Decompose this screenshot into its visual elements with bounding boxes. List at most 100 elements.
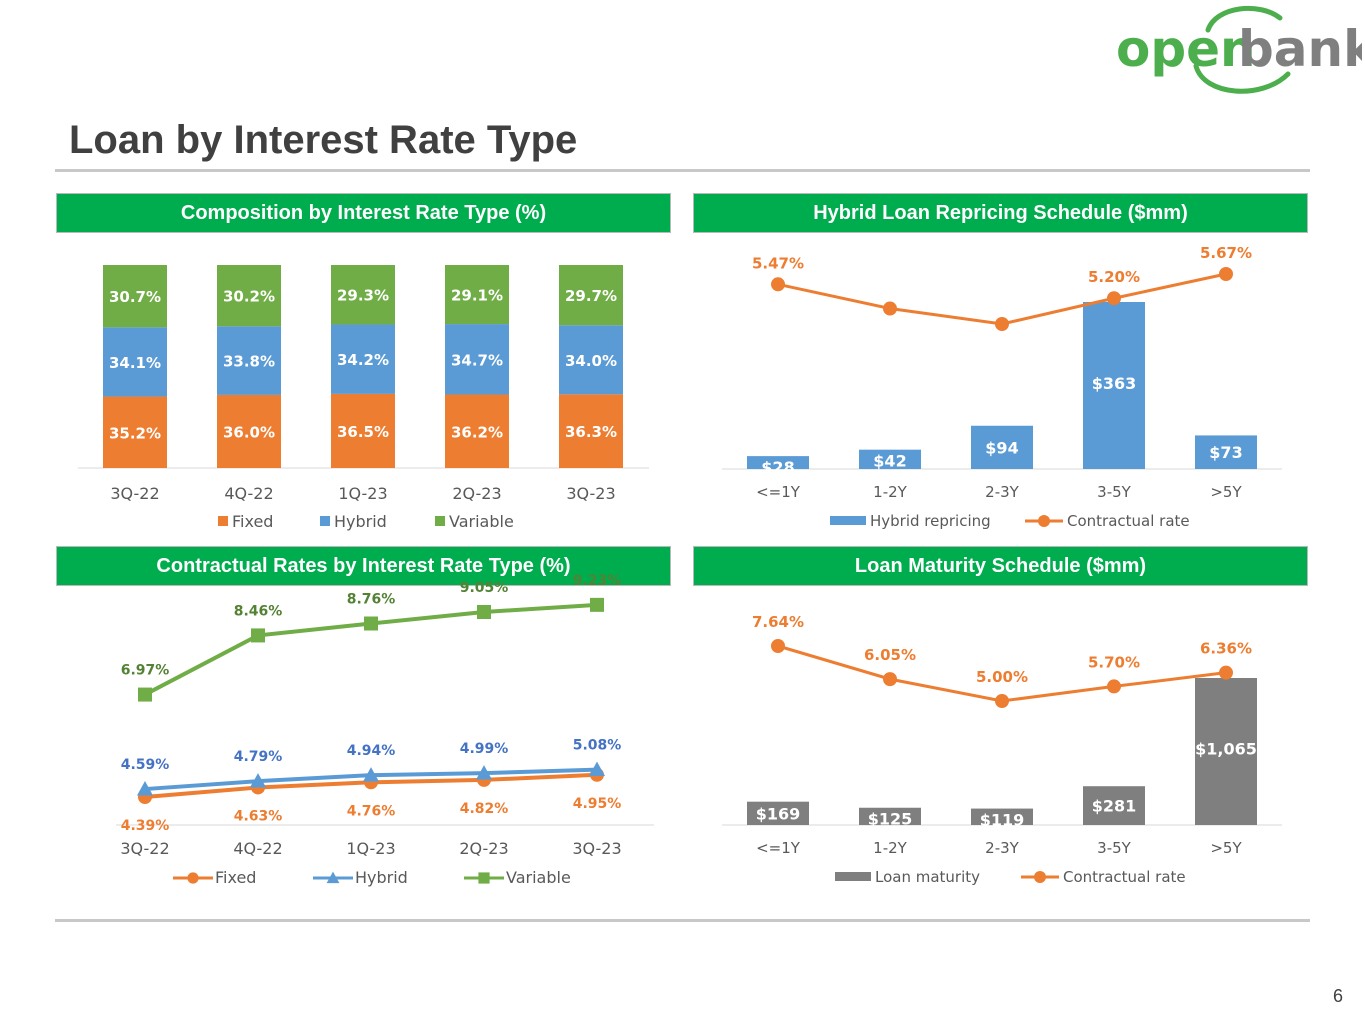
data-label-hybrid: 5.08% bbox=[573, 738, 622, 754]
data-label-variable: 8.76% bbox=[347, 592, 396, 608]
tick-label: 1-2Y bbox=[873, 839, 907, 857]
legend-label-hybrid: Hybrid bbox=[355, 868, 408, 887]
data-label: 33.8% bbox=[223, 353, 275, 371]
data-label: 34.2% bbox=[337, 351, 389, 369]
logo-swoosh-top bbox=[1205, 5, 1283, 33]
bar-hybrid-repricing bbox=[1083, 302, 1145, 469]
data-label: 29.3% bbox=[337, 287, 389, 305]
data-label-loan-maturity: $119 bbox=[980, 811, 1025, 830]
point-hybrid bbox=[137, 781, 153, 796]
data-label-fixed: 4.63% bbox=[234, 808, 283, 824]
data-label: 34.0% bbox=[565, 352, 617, 370]
bar-hybrid bbox=[331, 324, 395, 394]
contractual-panel-header: Contractual Rates by Interest Rate Type … bbox=[56, 546, 671, 586]
tick-label: 1-2Y bbox=[873, 483, 907, 501]
bar-fixed bbox=[559, 394, 623, 468]
tick-label: >5Y bbox=[1210, 483, 1242, 501]
legend-label-fixed: Fixed bbox=[232, 512, 273, 531]
data-label-hybrid-repricing: $363 bbox=[1092, 374, 1137, 393]
bar-fixed bbox=[331, 393, 395, 468]
data-label-hybrid: 4.94% bbox=[347, 743, 396, 759]
legend-swatch-hybrid-repricing bbox=[830, 516, 866, 525]
legend-label-hybrid: Hybrid bbox=[334, 512, 387, 531]
legend-swatch-hybrid bbox=[320, 516, 330, 526]
legend-marker-variable bbox=[478, 872, 490, 884]
point-hybrid bbox=[476, 765, 492, 780]
bar-variable bbox=[331, 265, 395, 325]
page-title: Loan by Interest Rate Type bbox=[69, 118, 578, 162]
composition-panel-header: Composition by Interest Rate Type (%) bbox=[56, 193, 671, 233]
legend-marker-hybrid bbox=[326, 871, 340, 884]
data-label: 34.1% bbox=[109, 354, 161, 372]
point-hybrid bbox=[589, 761, 605, 777]
bar-fixed bbox=[103, 396, 167, 468]
bar-loan-maturity bbox=[971, 808, 1033, 825]
legend-swatch-variable bbox=[435, 516, 445, 526]
bar-hybrid bbox=[103, 327, 167, 397]
bar-variable bbox=[103, 265, 167, 328]
legend-swatch-loan-maturity bbox=[835, 872, 871, 881]
point-hybrid bbox=[250, 773, 266, 788]
data-label: 29.1% bbox=[451, 287, 503, 305]
data-label-contractual-rate: 6.36% bbox=[1200, 640, 1252, 658]
point-contractual-rate bbox=[771, 277, 785, 292]
bar-loan-maturity bbox=[1195, 678, 1257, 825]
bar-fixed bbox=[217, 394, 281, 468]
legend-label-loan-maturity: Loan maturity bbox=[875, 868, 980, 886]
tick-label: 4Q-22 bbox=[233, 839, 282, 858]
contractual-rates-chart: 4.39% 4.63% 4.76% 4.82% 4.95% 4.59% 4.79% 4.94%… bbox=[116, 573, 654, 887]
data-label: 35.2% bbox=[109, 424, 161, 442]
legend-label-variable: Variable bbox=[449, 512, 514, 531]
composition-chart: 35.2% 34.1% 30.7% 3Q-22 36.0% 33.8% 30.2% 4Q-22… bbox=[78, 265, 649, 531]
maturity-chart: $169 <=1Y $125 1-2Y $119 2-3Y $281 3-5Y $1,065 >5… bbox=[722, 613, 1282, 886]
tick-label: 2Q-23 bbox=[459, 839, 508, 858]
logo-bank-text: bank bbox=[1238, 20, 1362, 78]
data-label-loan-maturity: $169 bbox=[756, 804, 801, 823]
point-contractual-rate bbox=[771, 639, 785, 653]
bar-loan-maturity bbox=[859, 807, 921, 825]
bar-variable bbox=[559, 265, 623, 326]
bar-hybrid-repricing bbox=[971, 425, 1033, 469]
data-label-fixed: 4.76% bbox=[347, 803, 396, 819]
point-variable bbox=[251, 628, 265, 643]
tick-label: <=1Y bbox=[756, 839, 801, 857]
point-hybrid bbox=[363, 767, 379, 782]
tick-label: 2-3Y bbox=[985, 839, 1019, 857]
point-variable bbox=[590, 597, 604, 612]
bar-hybrid-repricing bbox=[859, 449, 921, 469]
point-contractual-rate bbox=[1107, 291, 1121, 306]
bar-hybrid bbox=[217, 326, 281, 395]
tick-label: 3-5Y bbox=[1097, 483, 1131, 501]
point-contractual-rate bbox=[1219, 665, 1233, 680]
data-label-variable: 6.97% bbox=[121, 663, 170, 679]
legend-label-hybrid-repricing: Hybrid repricing bbox=[870, 512, 991, 530]
data-label-contractual-rate: 7.64% bbox=[752, 613, 804, 631]
maturity-panel-header: Loan Maturity Schedule ($mm) bbox=[693, 546, 1308, 586]
point-contractual-rate bbox=[883, 301, 897, 316]
data-label-hybrid-repricing: $94 bbox=[985, 438, 1018, 457]
logo-open-text: open bbox=[1116, 20, 1256, 78]
bar-loan-maturity bbox=[747, 801, 809, 825]
repricing-panel-header: Hybrid Loan Repricing Schedule ($mm) bbox=[693, 193, 1308, 233]
point-contractual-rate bbox=[1219, 267, 1233, 281]
logo-swoosh-bottom bbox=[1193, 63, 1291, 94]
point-variable bbox=[364, 616, 378, 631]
title-divider bbox=[55, 169, 1310, 172]
tick-label: 3Q-22 bbox=[110, 484, 159, 503]
data-label-variable: 8.46% bbox=[234, 603, 283, 619]
data-label-loan-maturity: $281 bbox=[1092, 797, 1137, 816]
data-label-variable: 9.05% bbox=[460, 580, 509, 596]
bar-hybrid bbox=[445, 324, 509, 395]
data-label-fixed: 4.39% bbox=[121, 818, 170, 834]
legend-marker-contractual-rate bbox=[1038, 515, 1050, 527]
legend-label-contractual-rate: Contractual rate bbox=[1063, 868, 1186, 886]
point-variable bbox=[477, 604, 491, 619]
data-label-loan-maturity: $1,065 bbox=[1195, 739, 1257, 758]
bar-variable bbox=[445, 265, 509, 325]
data-label-contractual-rate: 5.70% bbox=[1088, 653, 1140, 671]
data-label: 30.2% bbox=[223, 288, 275, 306]
tick-label: 3Q-23 bbox=[572, 839, 621, 858]
point-contractual-rate bbox=[995, 694, 1009, 708]
data-label-contractual-rate: 5.67% bbox=[1200, 244, 1252, 262]
data-label: 30.7% bbox=[109, 288, 161, 306]
